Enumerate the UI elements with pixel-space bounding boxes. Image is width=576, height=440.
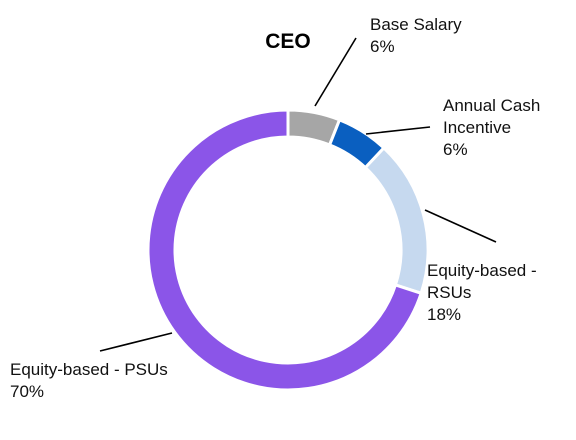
slice-name-line: Equity-based - xyxy=(427,261,537,280)
leader-lines-group xyxy=(99,37,497,352)
slice-name-line: Base Salary xyxy=(370,15,462,34)
leader-line-equity-based-psus xyxy=(99,332,173,352)
slice-name-line: Equity-based - PSUs xyxy=(10,360,168,379)
slices-group xyxy=(146,108,430,392)
slice-label-equity-based-psus: Equity-based - PSUs 70% xyxy=(10,360,168,401)
slice-name-line: RSUs xyxy=(427,283,471,302)
chart-title: CEO xyxy=(265,30,311,53)
leader-line-equity-based-rsus xyxy=(424,209,497,243)
slice-value-label: 18% xyxy=(427,305,461,324)
slice-name-line: Incentive xyxy=(443,118,511,137)
slice-value-label: 6% xyxy=(370,37,395,56)
slice-value-label: 6% xyxy=(443,140,468,159)
slice-equity-based-rsus xyxy=(363,145,430,296)
slice-value-label: 70% xyxy=(10,382,44,401)
leader-line-annual-cash-incentive xyxy=(365,126,431,135)
slice-label-annual-cash-incentive: Annual Cash Incentive 6% xyxy=(443,96,540,159)
slice-label-base-salary: Base Salary 6% xyxy=(370,15,462,56)
slice-name-line: Annual Cash xyxy=(443,96,540,115)
leader-line-base-salary xyxy=(314,37,357,107)
slice-label-equity-based-rsus: Equity-based - RSUs 18% xyxy=(427,261,537,324)
slice-labels-group: Base Salary 6% Annual Cash Incentive 6% Equit… xyxy=(10,15,540,401)
slice-equity-based-psus xyxy=(146,108,424,392)
